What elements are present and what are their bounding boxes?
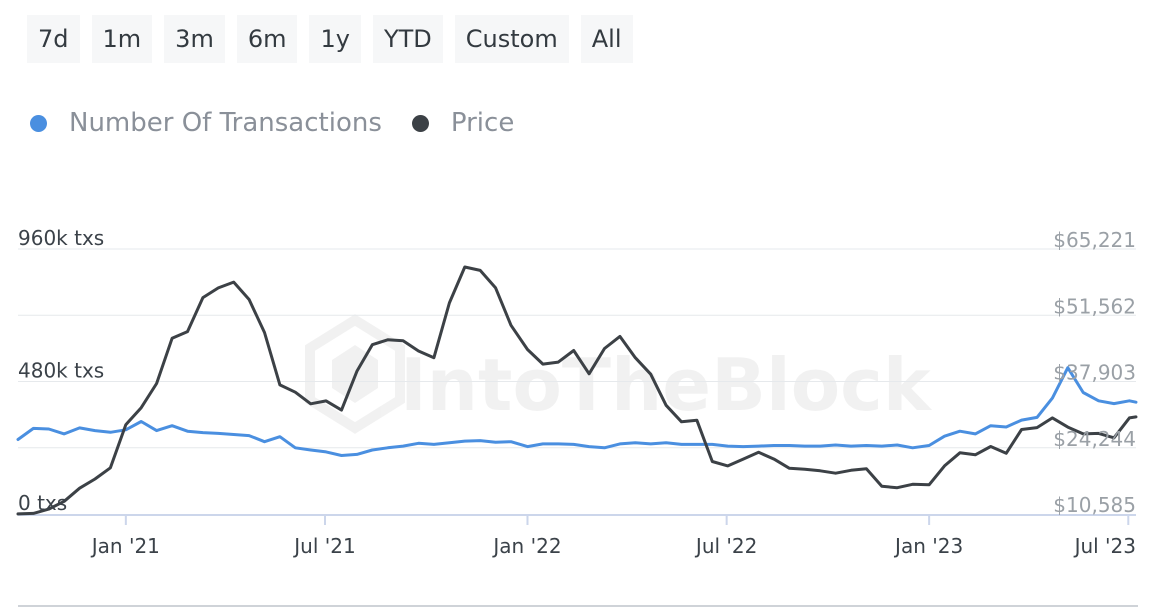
x-axis-tick-label: Jan '21 [90, 534, 160, 558]
watermark-logo: IntoTheBlock [305, 314, 933, 434]
bottom-divider [18, 605, 1138, 607]
right-axis-tick-label: $24,244 [1053, 427, 1136, 451]
right-axis-ticks: $10,585 $24,244 $37,903 $51,562 $65,221 [1053, 228, 1136, 517]
legend-item-price[interactable]: Price [411, 108, 515, 138]
x-axis-tick-label: Jan '23 [893, 534, 963, 558]
transactions-series-line [16, 366, 1138, 457]
range-button-custom[interactable]: Custom [454, 15, 569, 63]
x-axis-tick-label: Jul '21 [292, 534, 355, 558]
legend-label-transactions: Number Of Transactions [69, 108, 382, 138]
time-range-selector: 7d 1m 3m 6m 1y YTD Custom All [27, 15, 645, 63]
range-button-3m[interactable]: 3m [164, 15, 225, 63]
x-axis-ticks: Jan '21 Jul '21 Jan '22 Jul '22 Jan '23 Jul '… [90, 515, 1136, 558]
legend-item-transactions[interactable]: Number Of Transactions [30, 108, 382, 138]
price-dot-icon [411, 114, 429, 132]
price-series-line [16, 265, 1138, 516]
range-button-all[interactable]: All [580, 15, 633, 63]
right-axis-tick-label: $65,221 [1053, 228, 1136, 252]
grid-lines [18, 248, 1136, 516]
watermark-text: IntoTheBlock [400, 343, 933, 427]
transactions-dot-icon [30, 114, 47, 132]
left-axis-tick-label: 480k txs [18, 359, 104, 383]
range-button-1m[interactable]: 1m [91, 15, 153, 63]
left-axis-tick-label: 0 txs [18, 491, 67, 515]
x-axis-tick-label: Jan '22 [491, 534, 561, 558]
legend-label-price: Price [450, 108, 515, 138]
series-lines [16, 265, 1138, 516]
range-button-7d[interactable]: 7d [27, 15, 80, 63]
x-axis-tick-label: Jul '23 [1073, 534, 1136, 558]
range-button-1y[interactable]: 1y [309, 15, 361, 63]
right-axis-tick-label: $10,585 [1053, 493, 1136, 517]
left-axis-ticks: 0 txs 480k txs 960k txs [18, 226, 104, 515]
left-axis-tick-label: 960k txs [18, 226, 104, 250]
x-axis-tick-label: Jul '22 [694, 534, 757, 558]
range-button-6m[interactable]: 6m [236, 15, 298, 63]
chart-legend: Number Of Transactions Price [30, 108, 544, 138]
right-axis-tick-label: $51,562 [1053, 294, 1136, 318]
range-button-ytd[interactable]: YTD [372, 15, 443, 63]
right-axis-tick-label: $37,903 [1053, 361, 1136, 385]
